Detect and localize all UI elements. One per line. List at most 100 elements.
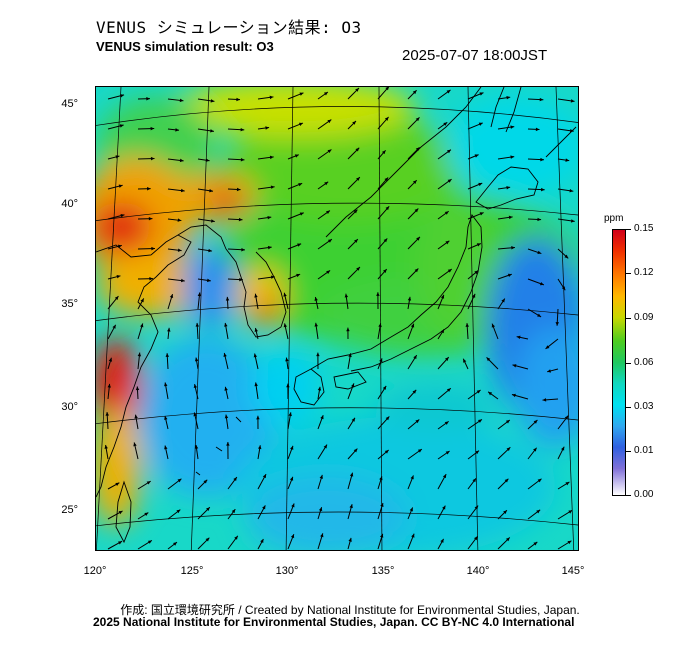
wind-vector-head xyxy=(443,122,448,126)
wind-vector-head xyxy=(265,126,270,130)
wind-vector-head xyxy=(447,269,452,273)
timestamp: 2025-07-07 18:00JST xyxy=(402,47,548,64)
wind-vector-head xyxy=(463,358,467,363)
wind-vector-head xyxy=(224,386,228,391)
wind-vector-head xyxy=(349,472,354,477)
wind-vector-head xyxy=(385,87,389,91)
wind-vector-head xyxy=(384,116,389,121)
wind-vector-head xyxy=(262,505,266,510)
wind-vector-head xyxy=(257,445,262,450)
wind-vector-head xyxy=(319,474,323,479)
wind-vector-head xyxy=(380,502,384,507)
wind-vector-head xyxy=(407,296,412,301)
colorbar-tick-0.15: 0.15 xyxy=(634,223,654,234)
wind-vector-head xyxy=(561,446,565,451)
wind-vector-head xyxy=(348,537,352,542)
lat-label-30: 30° xyxy=(61,401,78,413)
wind-vector-head xyxy=(318,507,323,512)
wind-vector-head xyxy=(445,451,450,455)
wind-vector-head xyxy=(176,509,181,514)
wind-vector-head xyxy=(314,297,318,301)
wind-vector-head xyxy=(356,177,360,181)
wind-vector-head xyxy=(446,149,451,154)
wind-vector-head xyxy=(203,479,208,484)
wind-vector-head xyxy=(542,398,547,402)
wind-vector-head xyxy=(540,157,544,162)
wind-vector-head xyxy=(254,293,258,298)
wind-vector-head xyxy=(297,243,302,247)
wind-vector-head xyxy=(327,149,332,153)
wind-vector-head xyxy=(299,92,304,96)
title-english: VENUS simulation result: O3 xyxy=(96,39,274,54)
wind-vector-head xyxy=(205,537,210,542)
wind-vector-head xyxy=(415,117,420,122)
wind-vector-head xyxy=(413,355,417,360)
wind-vector-head xyxy=(115,482,120,486)
colorbar-tick-0.03: 0.03 xyxy=(634,401,654,412)
map-frame xyxy=(95,86,579,551)
wind-vector-head xyxy=(474,505,479,510)
wind-vector-head xyxy=(378,323,382,328)
wind-vector-head xyxy=(115,155,120,159)
wind-vector-head xyxy=(238,217,243,222)
wind-vector-head xyxy=(506,447,511,452)
wind-vector-head xyxy=(179,98,184,103)
wind-vector-head xyxy=(486,357,491,362)
wind-vector-head xyxy=(225,296,230,301)
wind-vector-head xyxy=(440,538,444,543)
wind-vector-head xyxy=(533,447,537,452)
wind-vector-head xyxy=(177,248,182,252)
wind-vector-head xyxy=(120,213,125,218)
colorbar-tick-0.01: 0.01 xyxy=(634,445,654,456)
wind-vector-head xyxy=(415,419,420,424)
colorbar-tick-mark xyxy=(626,407,631,408)
wind-vector-head xyxy=(133,442,137,447)
wind-vector-head xyxy=(488,391,493,396)
wind-vector-head xyxy=(561,286,566,291)
wind-vector-head xyxy=(296,273,301,278)
wind-vector-head xyxy=(179,158,184,163)
wind-vector-head xyxy=(208,248,213,253)
wind-vector-head xyxy=(270,185,275,189)
wind-vector-head xyxy=(134,414,138,419)
graticule xyxy=(96,87,578,550)
wind-vector-head xyxy=(479,212,484,216)
wind-vector-head xyxy=(118,510,123,515)
wind-vector-head xyxy=(383,238,388,243)
wind-vector-head xyxy=(290,534,295,539)
wind-vector-head xyxy=(478,182,483,187)
wind-vector-head xyxy=(253,353,258,358)
wind-vector-head xyxy=(473,536,478,541)
wind-vector-head xyxy=(320,415,324,420)
wind-vector-head xyxy=(536,509,541,514)
colorbar-tick-mark xyxy=(626,363,631,364)
lat-label-35: 35° xyxy=(61,298,78,310)
wind-vector-head xyxy=(262,474,267,479)
wind-vector-head xyxy=(475,450,480,455)
wind-vector-head xyxy=(555,322,560,326)
wind-vector-head xyxy=(565,481,570,486)
wind-vector-head xyxy=(412,180,417,184)
wind-vector-head xyxy=(175,128,180,132)
wind-vector-head xyxy=(223,352,227,357)
wind-vector-head xyxy=(547,369,552,373)
wind-vector-head xyxy=(411,533,415,538)
colorbar-tick-0.06: 0.06 xyxy=(634,357,654,368)
wind-vector-head xyxy=(233,477,237,482)
wind-vector-head xyxy=(144,512,149,516)
wind-vector-head xyxy=(346,327,350,332)
wind-vector-head xyxy=(537,478,542,483)
wind-vector-head xyxy=(231,509,236,514)
wind-vector-head xyxy=(210,99,215,103)
wind-vector-head xyxy=(104,444,108,449)
wind-vector-head xyxy=(118,184,123,188)
wind-vector-head xyxy=(344,293,349,298)
wind-vector-head xyxy=(260,538,264,543)
wind-vector-head xyxy=(569,188,574,193)
wind-vector-head xyxy=(382,385,387,390)
wind-vector-head xyxy=(384,450,389,454)
wind-vector-head xyxy=(164,382,168,387)
wind-vector-head xyxy=(146,481,151,485)
colorbar-tick-0.00: 0.00 xyxy=(634,489,654,500)
wind-vector-head xyxy=(283,323,288,328)
